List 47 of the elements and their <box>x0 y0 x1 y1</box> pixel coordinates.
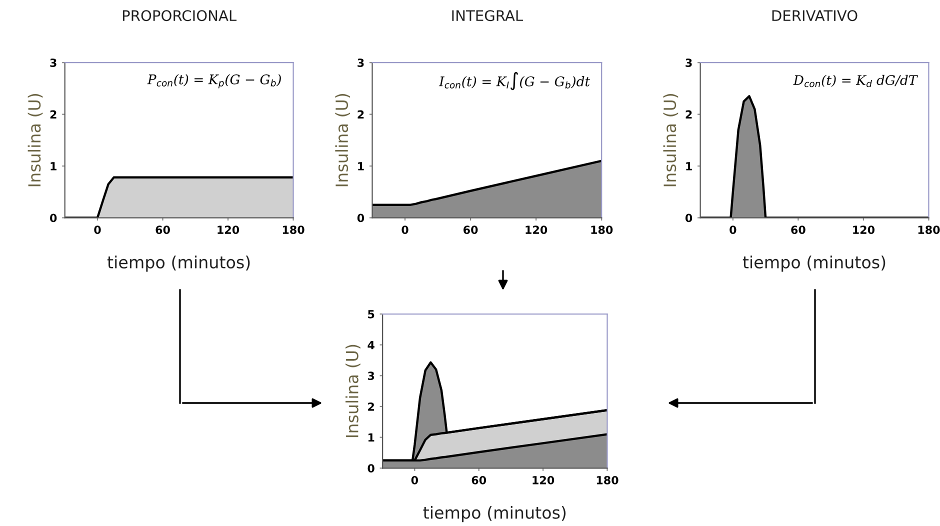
x-axis-title: tiempo (minutos) <box>107 256 250 272</box>
x-tick-label: 120 <box>526 226 548 234</box>
y-tick-label: 2 <box>368 402 374 411</box>
chart-title: DERIVATIVO <box>772 10 858 22</box>
y-tick-label: 0 <box>357 214 364 222</box>
x-tick-label: 180 <box>591 226 613 234</box>
y-tick-label: 3 <box>686 58 692 67</box>
x-axis-title: tiempo (minutos) <box>423 506 566 522</box>
x-tick-label: 180 <box>918 226 940 234</box>
chart-title: INTEGRAL <box>452 10 523 22</box>
x-tick-label: 0 <box>94 226 101 234</box>
y-tick-label: 3 <box>368 372 374 380</box>
y-tick-label: 1 <box>686 162 692 170</box>
y-axis-title: Insulina (U) <box>28 94 43 186</box>
x-tick-label: 60 <box>472 476 486 484</box>
x-tick-label: 120 <box>218 226 240 234</box>
y-axis-title: Insulina (U) <box>335 94 350 186</box>
y-tick-label: 2 <box>50 110 56 119</box>
x-tick-label: 120 <box>532 476 554 484</box>
y-tick-label: 0 <box>368 464 374 473</box>
x-tick-label: 180 <box>596 476 618 484</box>
y-axis-title: Insulina (U) <box>346 344 360 438</box>
y-tick-label: 0 <box>50 214 57 222</box>
y-tick-label: 1 <box>50 162 56 170</box>
y-tick-label: 3 <box>50 58 56 67</box>
y-tick-label: 2 <box>686 110 692 119</box>
y-tick-label: 5 <box>368 310 374 318</box>
y-tick-label: 1 <box>358 162 364 170</box>
x-tick-label: 0 <box>411 476 418 484</box>
annotation: P$_{con}$(t) = K$_{p}$(G − G$_{b}$) <box>147 74 281 88</box>
annotation: I$_{con}$(t) = K$_{I}$∫(G − G$_{b}$)dt <box>438 72 590 90</box>
x-tick-label: 180 <box>282 226 304 234</box>
x-tick-label: 60 <box>156 226 170 234</box>
y-tick-label: 3 <box>358 58 364 67</box>
x-tick-label: 0 <box>730 226 736 234</box>
x-tick-label: 120 <box>853 226 875 234</box>
annotation: D$_{con}$(t) = K$_{d}$ dG/dT <box>793 74 918 88</box>
x-axis-title: tiempo (minutos) <box>742 256 886 272</box>
x-tick-label: 0 <box>402 226 408 234</box>
y-tick-label: 1 <box>368 433 374 442</box>
y-tick-label: 0 <box>685 214 692 222</box>
chart-title: PROPORCIONAL <box>122 10 237 22</box>
x-tick-label: 60 <box>791 226 806 234</box>
x-tick-label: 60 <box>463 226 478 234</box>
y-axis-title: Insulina (U) <box>663 94 678 186</box>
y-tick-label: 4 <box>368 340 374 350</box>
y-tick-label: 2 <box>358 110 364 119</box>
